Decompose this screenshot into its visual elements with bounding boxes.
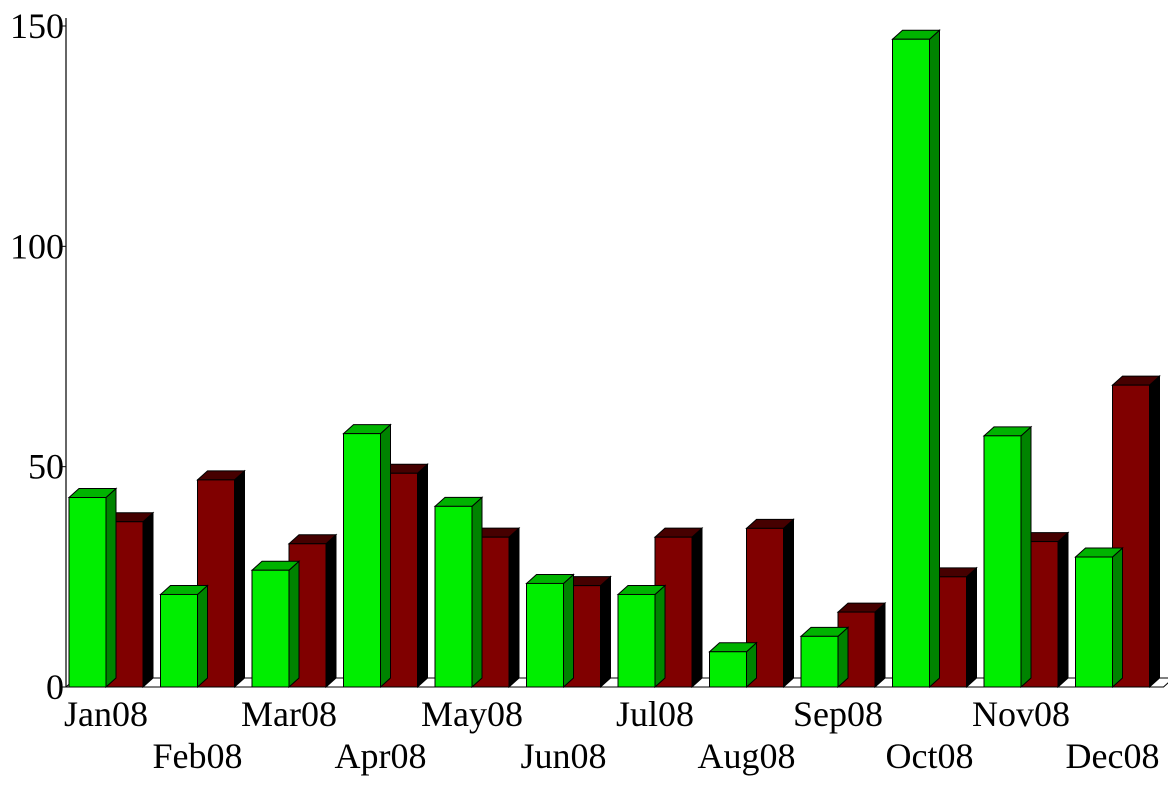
bar-side-face — [325, 533, 337, 689]
bar-front-face — [251, 569, 290, 688]
bar-oct08-series-1 — [891, 29, 941, 689]
bar-may08-series-1 — [433, 496, 484, 689]
x-tick-label: Apr08 — [335, 736, 427, 776]
bar-side-face — [1112, 546, 1123, 689]
x-tick-label: Feb08 — [153, 736, 243, 776]
bar-side-face — [874, 601, 886, 689]
bar-side-face — [654, 584, 666, 689]
x-tick-label: Jun08 — [520, 736, 606, 776]
bar-side-face — [929, 29, 940, 689]
bar-jan08-series-1 — [67, 487, 118, 689]
bar-front-face — [526, 582, 564, 688]
bar-side-face — [600, 575, 611, 689]
y-tick-label: 150 — [10, 6, 64, 46]
bar-side-face — [563, 573, 574, 689]
bar-side-face — [1020, 425, 1032, 689]
x-tick-label: Mar08 — [241, 694, 337, 734]
x-tick-label: Dec08 — [1066, 736, 1160, 776]
x-tick-label: Jul08 — [616, 694, 694, 734]
bar-side-face — [966, 566, 977, 689]
y-tick-label: 0 — [46, 667, 64, 707]
bar-front-face — [1075, 556, 1113, 688]
bar-front-face — [160, 593, 198, 688]
bar-side-face — [417, 463, 428, 689]
bar-side-face — [1149, 375, 1160, 689]
bar-feb08-series-1 — [159, 584, 209, 689]
bar-side-face — [837, 626, 849, 689]
bar-front-face — [343, 433, 381, 688]
bar-front-face — [800, 635, 839, 688]
x-tick-label: Aug08 — [698, 736, 796, 776]
bar-side-face — [380, 423, 391, 689]
bar-jun08-series-1 — [525, 573, 575, 689]
bar-apr08-series-1 — [342, 423, 392, 689]
bar-nov08-series-1 — [982, 425, 1033, 689]
bar-side-face — [508, 527, 520, 689]
bar-side-face — [288, 560, 300, 689]
labels-layer: 0 50 100 150 Jan08Feb08Mar08Apr08May08Jun08J… — [10, 6, 1159, 776]
bar-aug08-series-1 — [708, 641, 758, 689]
bar-jul08-series-1 — [616, 584, 667, 689]
bar-front-face — [709, 651, 747, 688]
bar-sep08-series-1 — [799, 626, 850, 689]
y-tick-label: 50 — [28, 447, 64, 487]
y-tick-label: 100 — [10, 226, 64, 266]
bar-front-face — [68, 497, 107, 688]
bar-side-face — [471, 496, 483, 689]
x-tick-label: Jan08 — [64, 694, 148, 734]
bar-side-face — [197, 584, 208, 689]
bar-side-face — [783, 518, 794, 689]
x-tick-label: Oct08 — [886, 736, 974, 776]
bar-front-face — [434, 505, 473, 688]
bar-feb08-series-2 — [196, 469, 246, 689]
x-tick-label: Sep08 — [793, 694, 883, 734]
bar-side-face — [691, 527, 703, 689]
bar-front-face — [892, 38, 930, 688]
bar-side-face — [1057, 531, 1069, 689]
bar-dec08-series-1 — [1074, 546, 1124, 689]
bar-side-face — [142, 511, 154, 689]
x-tick-label: Nov08 — [972, 694, 1070, 734]
bar-aug08-series-2 — [745, 518, 795, 689]
bars-layer — [67, 29, 1161, 689]
bar-side-face — [234, 469, 245, 689]
bar-front-face — [983, 435, 1022, 688]
bar-front-face — [617, 593, 656, 688]
bar-side-face — [105, 487, 117, 689]
x-tick-label: May08 — [421, 694, 523, 734]
bar-mar08-series-1 — [250, 560, 301, 689]
